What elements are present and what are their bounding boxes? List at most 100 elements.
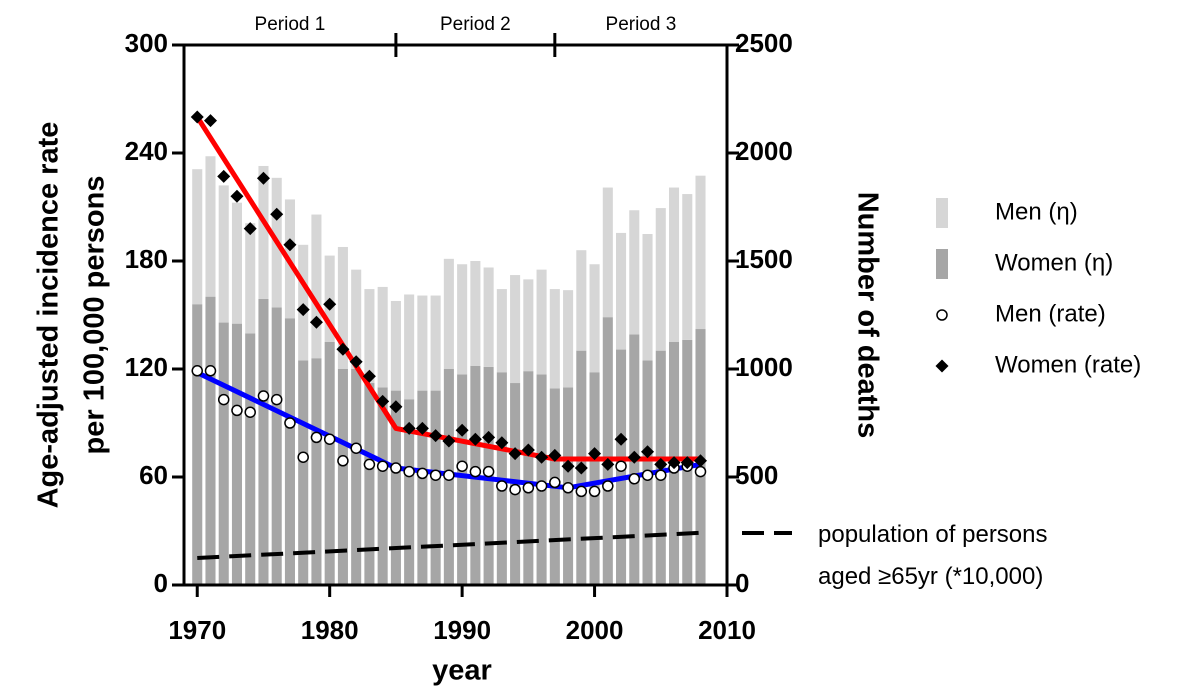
- point: [535, 450, 549, 464]
- legend-label: Men (η): [995, 198, 1078, 225]
- bar: [351, 269, 362, 369]
- point: [296, 303, 310, 317]
- y-axis-title: per 100,000 persons: [79, 176, 111, 455]
- point: [376, 460, 389, 472]
- point: [614, 432, 628, 446]
- point: [203, 114, 217, 128]
- point: [190, 110, 204, 124]
- bar: [563, 290, 574, 388]
- point: [231, 404, 243, 417]
- point: [402, 421, 416, 435]
- point: [230, 189, 244, 203]
- point: [403, 465, 415, 478]
- point: [508, 447, 522, 461]
- bar: [298, 244, 309, 361]
- point: [284, 417, 296, 429]
- bar: [536, 374, 547, 585]
- point: [217, 393, 230, 406]
- bar: [404, 399, 415, 585]
- x-tick-label: 2000: [566, 615, 624, 645]
- bar: [589, 372, 600, 585]
- x-tick-label: 1990: [433, 615, 491, 645]
- bar: [589, 264, 600, 373]
- point: [588, 485, 601, 498]
- bar: [496, 289, 507, 373]
- point: [482, 465, 495, 478]
- bar: [377, 387, 388, 585]
- bar: [245, 333, 256, 585]
- bar: [192, 304, 203, 585]
- legend-swatch: [936, 198, 948, 228]
- legend-label: population of persons aged ≥65yr (*10,00…: [818, 521, 1048, 590]
- point: [615, 460, 627, 472]
- y2-tick-label: 2000: [735, 136, 793, 166]
- point: [376, 394, 390, 408]
- bar: [258, 298, 269, 585]
- point: [217, 169, 231, 183]
- point: [309, 315, 323, 329]
- bar: [536, 269, 547, 375]
- point: [548, 448, 562, 462]
- point: [655, 469, 667, 481]
- bar: [443, 258, 454, 369]
- legend-label: Women (η): [995, 249, 1113, 276]
- bar: [390, 390, 401, 585]
- bar: [655, 208, 666, 351]
- y-tick-label: 240: [125, 136, 168, 166]
- legend-swatch: [935, 359, 949, 373]
- y-tick-label: 300: [125, 28, 168, 58]
- legend-swatch: [936, 249, 948, 279]
- point: [496, 480, 508, 492]
- bar: [457, 374, 468, 585]
- point: [456, 460, 468, 472]
- point: [256, 171, 270, 185]
- point: [336, 342, 350, 356]
- point: [575, 485, 588, 498]
- bar: [523, 371, 534, 585]
- point: [362, 369, 376, 383]
- bar: [231, 202, 243, 324]
- bar: [364, 289, 375, 384]
- x-axis-title: year: [432, 655, 492, 687]
- bar: [284, 318, 295, 585]
- point: [654, 457, 668, 471]
- point: [522, 482, 535, 494]
- y2-tick-label: 1000: [735, 352, 793, 382]
- point: [509, 483, 521, 496]
- point: [243, 222, 257, 236]
- bar: [417, 390, 428, 585]
- bar: [682, 194, 693, 340]
- bar: [205, 156, 216, 297]
- point: [389, 400, 403, 414]
- x-tick-label: 2010: [698, 615, 756, 645]
- bar: [377, 286, 388, 388]
- point: [482, 430, 496, 444]
- point: [337, 455, 349, 467]
- point: [349, 355, 363, 369]
- bar: [430, 390, 441, 585]
- y-tick-label: 120: [125, 352, 168, 382]
- point: [455, 423, 469, 437]
- point: [641, 469, 654, 481]
- point: [602, 480, 614, 492]
- y-tick-label: 60: [139, 460, 168, 490]
- point: [443, 469, 455, 481]
- bar: [311, 358, 322, 585]
- period-label: Period 2: [440, 14, 511, 35]
- point: [469, 465, 482, 478]
- point: [680, 456, 694, 470]
- point: [416, 467, 429, 480]
- bar: [324, 342, 335, 585]
- bar: [417, 295, 428, 391]
- point: [415, 421, 429, 435]
- legend-swatch: [936, 309, 948, 321]
- bar: [218, 322, 229, 585]
- point: [429, 469, 442, 481]
- bar: [231, 323, 243, 585]
- point: [694, 465, 707, 478]
- point: [549, 476, 561, 489]
- point: [574, 461, 588, 475]
- point: [628, 473, 641, 485]
